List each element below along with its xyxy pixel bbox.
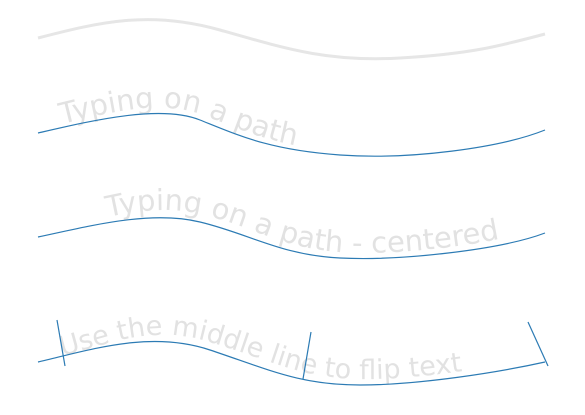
middle-handle[interactable] [302,331,312,380]
text-path-curve [37,112,546,157]
text-path-curve [37,217,546,260]
end-handle[interactable] [527,321,549,367]
path-text-centered: Typing on a path - centered [101,183,501,260]
guide-curve [37,18,546,61]
text-path-curve [37,340,546,386]
path-text: Typing on a path [55,81,302,153]
path-text-content: Typing on a path - centered [101,183,501,260]
start-handle[interactable] [56,319,66,367]
path-text-flip: Use the middle line to flip text [56,311,464,386]
path-text-content: Typing on a path [55,81,302,153]
path-text-content: Use the middle line to flip text [56,311,464,386]
